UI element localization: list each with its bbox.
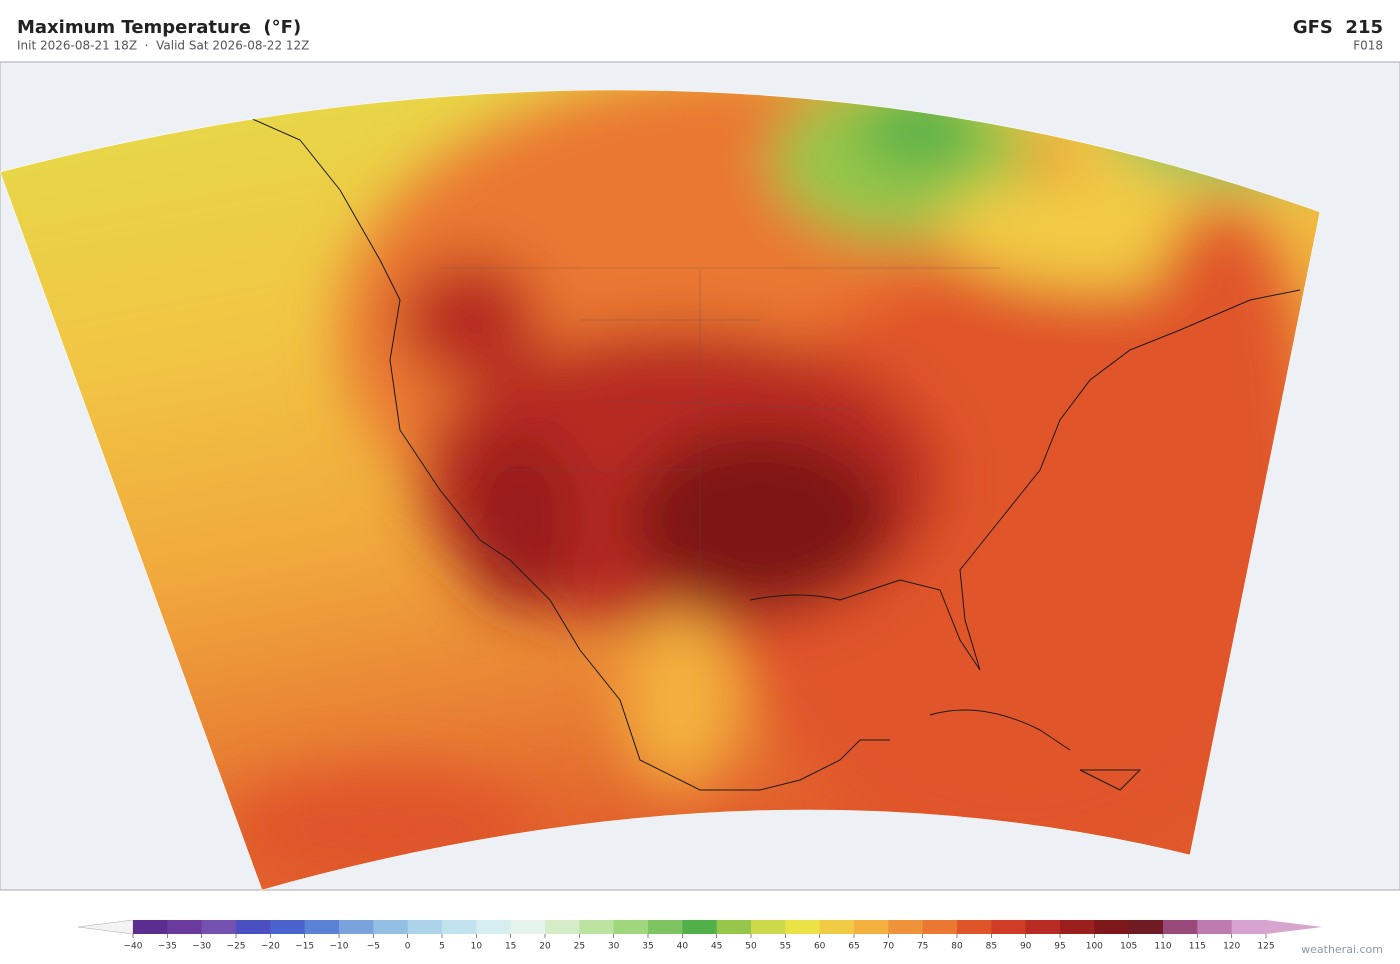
colorbar-segment <box>1128 920 1164 934</box>
colorbar-segment <box>545 920 580 934</box>
colorbar-segment <box>613 920 649 934</box>
subtitle: Init 2026-08-21 18Z · Valid Sat 2026-08-… <box>17 39 309 53</box>
colorbar-segment <box>133 920 168 934</box>
colorbar-tick-label: −5 <box>367 942 380 952</box>
colorbar-tick-label: 100 <box>1086 942 1103 952</box>
colorbar-segment <box>1163 920 1198 934</box>
colorbar-segment <box>682 920 718 934</box>
colorbar-segment <box>373 920 409 934</box>
colorbar-over <box>1266 920 1322 934</box>
colorbar-segment <box>888 920 924 934</box>
colorbar-tick-label: −20 <box>261 942 280 952</box>
watermark: weatherai.com <box>1301 943 1383 956</box>
colorbar-segment <box>579 920 615 934</box>
colorbar-segment <box>270 920 306 934</box>
model: GFS 215 <box>1293 17 1383 38</box>
colorbar-segment <box>1231 920 1267 934</box>
colorbar-tick-label: 50 <box>745 942 757 952</box>
colorbar-tick-label: 125 <box>1257 942 1274 952</box>
colorbar-segment <box>716 920 752 934</box>
colorbar-segment <box>339 920 374 934</box>
colorbar-segment <box>785 920 821 934</box>
colorbar-segment <box>510 920 546 934</box>
colorbar-segment <box>201 920 237 934</box>
colorbar-tick-label: −15 <box>295 942 314 952</box>
colorbar-segment <box>1197 920 1233 934</box>
colorbar-tick-label: 10 <box>471 942 483 952</box>
colorbar-tick-label: 90 <box>1020 942 1032 952</box>
colorbar-tick-label: −10 <box>330 942 349 952</box>
colorbar-tick-label: 60 <box>814 942 826 952</box>
colorbar-tick-label: 40 <box>677 942 689 952</box>
colorbar-tick-label: 15 <box>505 942 516 952</box>
colorbar-segment <box>442 920 477 934</box>
colorbar-tick-label: −25 <box>227 942 246 952</box>
colorbar-tick-label: 110 <box>1154 942 1171 952</box>
colorbar-tick-label: 70 <box>883 942 895 952</box>
colorbar-tick-label: 35 <box>642 942 653 952</box>
colorbar-segment <box>648 920 683 934</box>
colorbar-segment <box>819 920 855 934</box>
colorbar-segment <box>304 920 340 934</box>
colorbar-tick-label: 95 <box>1054 942 1065 952</box>
colorbar-tick-label: 0 <box>405 942 411 952</box>
colorbar-tick-label: 30 <box>608 942 620 952</box>
colorbar-tick-label: −30 <box>192 942 211 952</box>
title: Maximum Temperature (°F) <box>17 17 301 38</box>
colorbar-segment <box>854 920 889 934</box>
colorbar-segment <box>1094 920 1130 934</box>
colorbar-tick-label: −35 <box>158 942 177 952</box>
colorbar-segment <box>922 920 958 934</box>
colorbar-tick-label: 20 <box>539 942 551 952</box>
colorbar-tick-label: 105 <box>1120 942 1137 952</box>
colorbar-segment <box>407 920 443 934</box>
colorbar-segment <box>167 920 203 934</box>
colorbar-segment <box>476 920 512 934</box>
colorbar-segment <box>1060 920 1095 934</box>
colorbar-tick-label: −40 <box>124 942 143 952</box>
forecast-hour: F018 <box>1353 39 1383 53</box>
map <box>0 61 1400 891</box>
colorbar-tick-label: 75 <box>917 942 928 952</box>
colorbar-tick-label: 85 <box>986 942 997 952</box>
colorbar-segment <box>991 920 1027 934</box>
colorbar-tick-label: 25 <box>574 942 585 952</box>
colorbar-tick-label: 55 <box>780 942 791 952</box>
colorbar-tick-label: 5 <box>439 942 445 952</box>
colorbar-under <box>77 919 134 935</box>
colorbar-tick-label: 80 <box>951 942 963 952</box>
header: Maximum Temperature (°F) Init 2026-08-21… <box>17 17 1383 53</box>
colorbar-tick-label: 45 <box>711 942 722 952</box>
colorbar-tick-label: 120 <box>1223 942 1240 952</box>
colorbar-tick-label: 115 <box>1189 942 1206 952</box>
colorbar-segment <box>751 920 786 934</box>
colorbar: −40 −35 −30 −25 −20 −15 −10 −5 0 5 10 15 20 25 30 35 40 4… <box>77 919 1322 952</box>
temperature-field <box>0 90 1320 891</box>
domain-outline <box>0 89 1321 891</box>
colorbar-segment <box>1025 920 1061 934</box>
colorbar-segment <box>957 920 992 934</box>
colorbar-segment <box>236 920 271 934</box>
colorbar-tick-label: 65 <box>848 942 859 952</box>
